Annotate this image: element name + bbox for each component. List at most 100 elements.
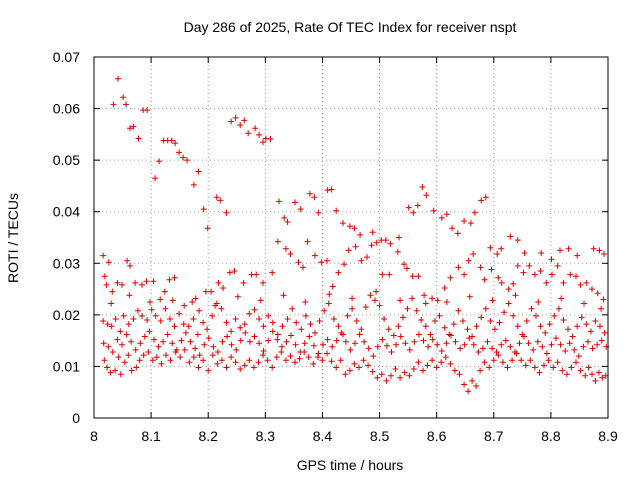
data-point	[595, 369, 602, 376]
data-point	[284, 316, 291, 322]
data-point	[592, 377, 599, 384]
data-point	[115, 354, 122, 361]
data-point	[554, 262, 561, 269]
data-point	[450, 321, 457, 328]
data-point	[176, 149, 183, 156]
data-point	[117, 371, 124, 378]
data-point	[246, 310, 253, 317]
data-point	[434, 341, 441, 348]
data-point	[306, 333, 313, 340]
data-point	[512, 292, 519, 299]
data-point	[601, 251, 607, 257]
data-point	[514, 237, 521, 244]
data-point	[521, 333, 527, 340]
data-point	[374, 374, 381, 381]
data-point	[379, 271, 386, 278]
data-point	[420, 337, 427, 344]
data-point	[447, 332, 454, 339]
data-point	[525, 340, 532, 347]
data-point	[557, 247, 563, 254]
data-point	[562, 348, 569, 354]
data-point	[443, 340, 450, 347]
data-point	[533, 312, 539, 319]
data-point	[478, 314, 485, 321]
data-point	[487, 244, 494, 251]
data-point	[195, 364, 202, 371]
data-point	[209, 352, 216, 359]
data-point	[320, 341, 326, 348]
data-point	[328, 358, 335, 365]
data-point	[546, 321, 553, 328]
data-point	[536, 369, 543, 376]
data-point	[105, 259, 112, 266]
y-tick-label: 0	[72, 410, 80, 426]
data-point	[376, 302, 383, 309]
data-point	[301, 349, 308, 355]
data-point	[324, 257, 330, 264]
data-point	[302, 299, 309, 305]
data-point	[381, 316, 388, 322]
data-point	[401, 261, 408, 268]
data-point	[223, 209, 230, 216]
data-point	[589, 286, 595, 293]
data-point	[514, 323, 521, 330]
data-point	[477, 367, 484, 374]
y-tick-label: 0.06	[53, 101, 80, 117]
data-point	[368, 242, 375, 249]
data-point	[109, 288, 116, 295]
data-point	[479, 345, 486, 352]
data-point	[449, 225, 456, 232]
data-point	[200, 357, 207, 364]
data-point	[495, 274, 502, 281]
data-point	[310, 360, 317, 367]
data-point	[139, 281, 145, 288]
data-point	[514, 262, 521, 269]
data-point	[190, 181, 197, 188]
data-point	[481, 359, 488, 366]
data-point	[419, 184, 426, 190]
data-point	[324, 187, 331, 194]
data-point	[516, 340, 523, 347]
data-point	[181, 346, 188, 353]
data-point	[130, 316, 137, 322]
data-point	[160, 338, 167, 345]
data-point	[312, 252, 318, 259]
data-point	[240, 279, 247, 286]
y-tick-label: 0.05	[53, 152, 80, 168]
data-point	[469, 377, 476, 384]
data-point	[596, 247, 603, 254]
data-point	[316, 318, 323, 324]
data-point	[543, 279, 550, 286]
data-point	[298, 326, 305, 333]
data-point	[507, 233, 514, 240]
data-point	[411, 338, 418, 345]
data-point	[128, 338, 135, 345]
data-point	[578, 314, 585, 321]
data-point	[478, 197, 485, 204]
data-point	[438, 348, 445, 354]
data-point	[127, 262, 133, 269]
data-point	[554, 359, 561, 366]
x-tick-label: 8.3	[256, 428, 276, 444]
data-point	[461, 381, 468, 388]
data-point	[253, 271, 260, 278]
data-point	[395, 323, 402, 330]
data-point	[292, 359, 298, 366]
data-point	[279, 323, 286, 330]
data-point	[214, 349, 221, 355]
x-tick-label: 8.4	[313, 428, 333, 444]
data-point	[384, 342, 390, 349]
data-point	[104, 321, 111, 328]
data-point	[195, 168, 202, 175]
data-point	[410, 366, 417, 372]
data-point	[571, 346, 578, 353]
data-point	[418, 317, 425, 323]
data-point	[499, 359, 506, 366]
data-point	[333, 364, 340, 371]
data-point	[349, 295, 356, 302]
data-points	[100, 75, 610, 395]
data-point	[513, 350, 520, 357]
data-point	[563, 371, 570, 378]
data-point	[600, 296, 607, 303]
